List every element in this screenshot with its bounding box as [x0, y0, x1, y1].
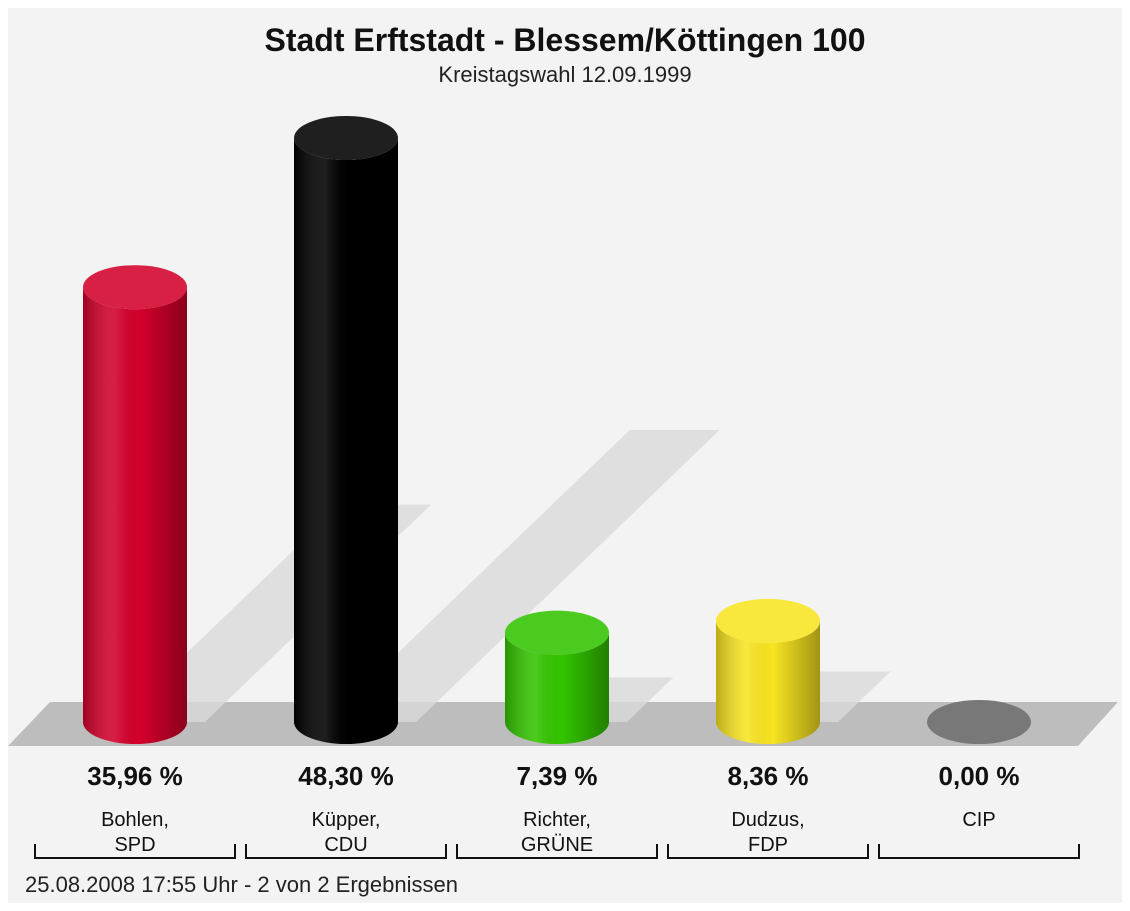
x-tick-label: Küpper, CDU	[311, 809, 381, 856]
bar-shading	[505, 632, 609, 744]
bar-shading	[83, 287, 187, 744]
bar-top-highlight	[505, 610, 609, 655]
bar-top-highlight	[716, 598, 820, 643]
bar-shading	[716, 620, 820, 744]
x-tick-label: Richter, GRÜNE	[520, 809, 594, 856]
category-bracket	[667, 844, 869, 859]
chart-subtitle: Kreistagswahl 12.09.1999	[438, 62, 692, 87]
bar-top-highlight	[294, 116, 398, 160]
category-bracket	[456, 844, 658, 859]
bar-top	[927, 700, 1031, 744]
bar-top-highlight	[83, 265, 187, 310]
category-bracket	[878, 844, 1080, 859]
category-bracket	[34, 844, 236, 859]
value-label: 35,96 %	[87, 761, 183, 791]
value-label: 0,00 %	[938, 761, 1020, 791]
bars	[83, 116, 1031, 744]
footer: 25.08.2008 17:55 Uhr - 2 von 2 Ergebniss…	[25, 872, 458, 897]
bar-shading	[294, 138, 398, 744]
x-tick-label: Dudzus, FDP	[731, 809, 805, 856]
bar-top	[83, 265, 187, 310]
chart-background	[8, 8, 1122, 903]
bar-top	[294, 116, 398, 160]
value-label: 48,30 %	[298, 761, 394, 791]
bar-shadow	[326, 430, 720, 722]
category-bracket	[245, 844, 447, 859]
bar-top-highlight	[927, 700, 1031, 744]
value-label: 8,36 %	[727, 761, 809, 791]
x-tick-label: CIP	[962, 809, 996, 831]
bar-top	[505, 610, 609, 655]
chart-title: Stadt Erftstadt - Blessem/Köttingen 100	[264, 22, 866, 58]
x-tick-label: Bohlen, SPD	[101, 809, 169, 856]
bar-top	[716, 598, 820, 643]
value-label: 7,39 %	[516, 761, 598, 791]
